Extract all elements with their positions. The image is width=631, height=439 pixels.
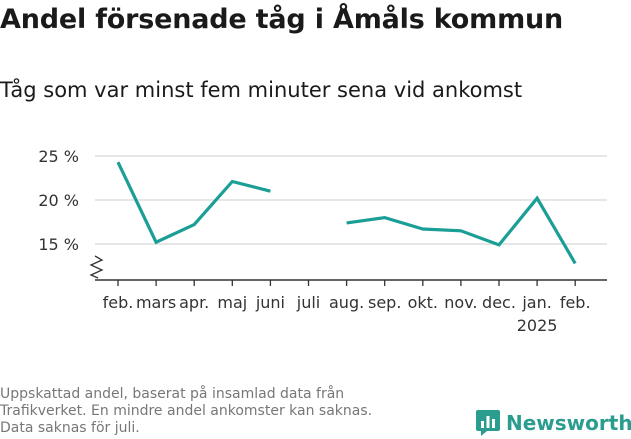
footnote-line: Uppskattad andel, baserat på insamlad da… xyxy=(0,386,345,402)
bar-chart-icon xyxy=(476,410,500,436)
x-year-label: 2025 xyxy=(517,316,558,335)
logo-text: Newsworthy xyxy=(506,411,631,435)
x-tick-label: apr. xyxy=(179,293,209,312)
x-tick-label: sep. xyxy=(368,293,401,312)
x-tick-label: juni xyxy=(255,293,285,312)
x-tick-label: jan. xyxy=(521,293,551,312)
x-tick-label: dec. xyxy=(482,293,516,312)
x-tick-label: mars xyxy=(136,293,176,312)
x-tick-label: feb. xyxy=(560,293,591,312)
y-tick-label: 20 % xyxy=(38,191,79,210)
chart-subtitle: Tåg som var minst fem minuter sena vid a… xyxy=(0,78,523,102)
chart-title: Andel försenade tåg i Åmåls kommun xyxy=(0,4,564,35)
series-line xyxy=(116,161,271,245)
x-tick-label: aug. xyxy=(329,293,364,312)
y-tick-label: 25 % xyxy=(38,147,79,166)
x-tick-label: feb. xyxy=(103,293,134,312)
footnote: Uppskattad andel, baserat på insamlad da… xyxy=(0,386,430,437)
footnote-line: Trafikverket. En mindre andel ankomster … xyxy=(0,403,373,419)
x-tick-label: juli xyxy=(296,293,320,312)
footnote-line: Data saknas för juli. xyxy=(0,420,140,436)
axis-break-icon xyxy=(89,255,104,279)
series-line xyxy=(346,195,577,265)
newsworthy-logo: Newsworthy xyxy=(476,408,631,438)
x-tick-label: nov. xyxy=(444,293,477,312)
x-tick-label: maj xyxy=(217,293,247,312)
x-tick-label: okt. xyxy=(408,293,438,312)
y-tick-label: 15 % xyxy=(38,235,79,254)
